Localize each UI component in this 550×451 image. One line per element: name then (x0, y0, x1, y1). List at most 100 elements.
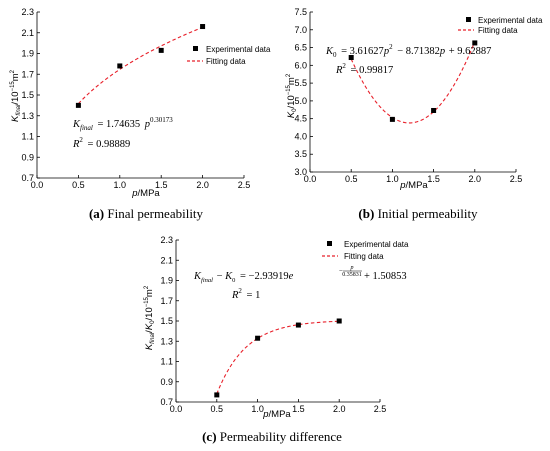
y-tick-label: 1.7 (160, 296, 173, 306)
y-tick-label: 6.0 (294, 60, 307, 70)
panel-b-axes: 0.0 0.5 1.0 1.5 2.0 2.5 3.0 3.5 4.0 4.5 5.0 5.5 6.0 6… (294, 7, 522, 184)
caption-a-text: Final permeability (104, 206, 203, 221)
x-tick-label: 0.5 (345, 174, 358, 184)
y-tick-label: 1.5 (160, 316, 173, 326)
x-tick-label: 0.0 (304, 174, 317, 184)
equation-a-main: = 1.74635 (97, 119, 140, 130)
panel-a: 0.0 0.5 1.0 1.5 2.0 2.5 0.7 0.9 1.1 1.3 1.5 1.7 1.9 2… (10, 7, 271, 221)
legend-label-experimental-a: Experimental data (206, 45, 271, 54)
y-tick-label: 2.1 (21, 28, 34, 38)
xlabel-b: p/MPa (399, 180, 428, 191)
y-tick-label: 2.1 (160, 255, 173, 265)
panel-a-points (75, 24, 206, 108)
equation-a-exp: 0.30173 (150, 116, 173, 124)
equation-b: K0 = 3.61627p2 − 8.71382p + 9.62887 (325, 41, 491, 60)
data-point (348, 55, 354, 61)
ylabel-c: Kfinal/K0/10−15m2 (144, 285, 156, 350)
y-tick-label: 6.5 (294, 43, 307, 53)
panel-c: 0.0 0.5 1.0 1.5 2.0 2.5 0.7 0.9 1.1 1.3 1.5 1.7 1.9 2… (144, 235, 409, 444)
fit-curve (216, 320, 340, 395)
xlabel-a: p/MPa (131, 188, 160, 199)
y-tick-label: 3.0 (294, 167, 307, 177)
x-tick-label: 1.0 (251, 404, 264, 414)
y-tick-label: 1.9 (160, 276, 173, 286)
y-tick-label: 0.7 (21, 173, 34, 183)
y-tick-label: 0.7 (160, 397, 173, 407)
equation-a: Kfinal = 1.74635 p0.30173 (72, 116, 173, 133)
data-point (255, 335, 261, 341)
y-tick-label: 1.1 (160, 357, 173, 367)
panel-b-points (348, 40, 478, 122)
caption-a-label: (a) (89, 206, 104, 221)
y-tick-label: 2.3 (160, 235, 173, 245)
r2-a: R2 = 0.98889 (72, 134, 130, 150)
data-point (75, 102, 81, 108)
x-tick-label: 0.0 (31, 180, 44, 190)
data-point (431, 107, 437, 113)
legend-label-experimental-b: Experimental data (478, 16, 543, 25)
caption-b: (b) Initial permeability (358, 206, 478, 221)
x-tick-label: 1.5 (292, 404, 305, 414)
x-tick-label: 0.5 (211, 404, 224, 414)
panel-c-axes: 0.0 0.5 1.0 1.5 2.0 2.5 0.7 0.9 1.1 1.3 1.5 1.7 1.9 2… (160, 235, 386, 414)
caption-c-text: Permeability difference (217, 429, 343, 444)
y-tick-label: 4.0 (294, 131, 307, 141)
y-tick-label: 1.1 (21, 132, 34, 142)
panel-c-fit (216, 320, 340, 395)
ylabel-b: K0/10−15m2 (286, 73, 298, 118)
data-point (336, 318, 342, 324)
equation-c-exp-numerator: p (350, 265, 354, 271)
y-tick-label: 0.9 (160, 377, 173, 387)
y-tick-label: 4.5 (294, 114, 307, 124)
equation-b-main: = 3.61627 (341, 46, 384, 57)
y-tick-label: 3.5 (294, 149, 307, 159)
equation-b-const: + 9.62887 (449, 46, 492, 57)
legend-label-experimental-c: Experimental data (344, 240, 409, 249)
x-tick-label: 1.5 (155, 180, 168, 190)
y-tick-label: 5.5 (294, 78, 307, 88)
x-tick-label: 1.0 (114, 180, 127, 190)
x-tick-label: 2.5 (374, 404, 387, 414)
y-tick-label: 1.9 (21, 49, 34, 59)
r2-b-value: = 0.99817 (351, 65, 394, 76)
y-tick-label: 0.9 (21, 152, 34, 162)
x-tick-label: 2.0 (469, 174, 482, 184)
caption-c-label: (c) (202, 429, 216, 444)
equation-c-exp: 0.35831 (342, 272, 362, 278)
data-point (214, 392, 220, 398)
fit-curve (350, 41, 476, 124)
data-point (200, 24, 206, 30)
data-point (389, 116, 395, 122)
legend-marker-experimental-b (466, 17, 471, 22)
y-tick-label: 1.3 (160, 336, 173, 346)
fit-curve (78, 26, 203, 105)
legend-label-fitting-b: Fitting data (478, 26, 518, 35)
xlabel-c: p/MPa (262, 409, 291, 420)
caption-a: (a) Final permeability (89, 206, 204, 221)
data-point (472, 40, 478, 46)
r2-a-value: = 0.98889 (88, 139, 131, 150)
panel-b-fit (350, 41, 476, 124)
legend-label-fitting-c: Fitting data (344, 252, 384, 261)
equation-c-main: = −2.93919 (240, 271, 289, 282)
panel-b: 0.0 0.5 1.0 1.5 2.0 2.5 3.0 3.5 4.0 4.5 5.0 5.5 6.0 6… (286, 7, 543, 221)
equation-c-exp-minus: − (339, 267, 343, 275)
y-tick-label: 7.5 (294, 7, 307, 17)
x-tick-label: 0.0 (170, 404, 183, 414)
panel-a-fit (78, 26, 203, 105)
x-tick-label: 1.0 (386, 174, 399, 184)
r2-c-value: = 1 (247, 290, 261, 301)
r2-b: R2 = 0.99817 (335, 60, 393, 76)
y-tick-label: 7.0 (294, 25, 307, 35)
equation-c: Kfinal − K0 = −2.93919e (193, 271, 294, 285)
equation-c-const: + 1.50853 (364, 271, 407, 282)
ylabel-a: Kfinal/10−15m2 (10, 69, 22, 122)
panel-c-points (214, 318, 342, 398)
y-tick-label: 1.3 (21, 111, 34, 121)
r2-c: R2 = 1 (231, 285, 260, 301)
x-tick-label: 2.5 (510, 174, 523, 184)
x-tick-label: 2.0 (196, 180, 209, 190)
data-point (158, 47, 164, 53)
caption-b-label: (b) (358, 206, 374, 221)
